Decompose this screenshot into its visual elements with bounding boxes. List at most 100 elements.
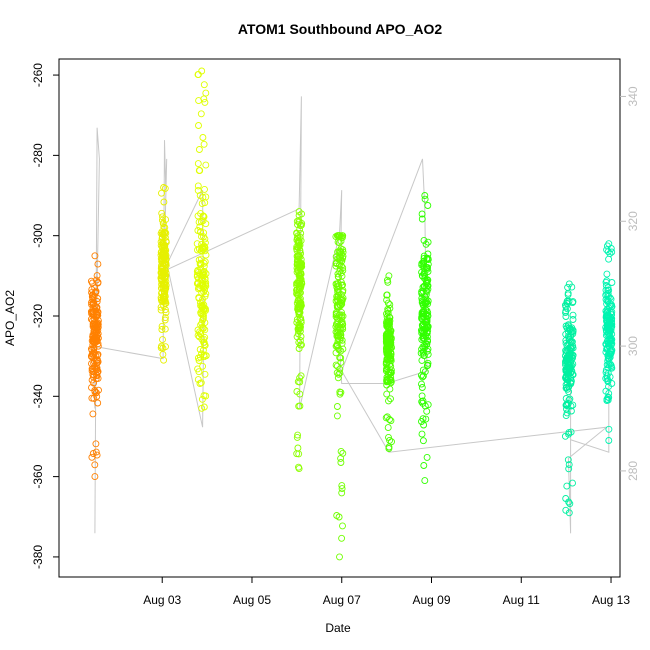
data-point bbox=[199, 217, 207, 225]
point-cluster bbox=[193, 67, 210, 412]
data-point bbox=[418, 392, 426, 400]
data-point bbox=[295, 211, 303, 219]
data-point bbox=[199, 134, 207, 141]
data-point bbox=[195, 293, 203, 301]
data-point bbox=[604, 286, 612, 294]
data-point bbox=[604, 307, 612, 315]
data-point bbox=[605, 437, 613, 444]
data-point bbox=[565, 280, 573, 288]
data-point bbox=[418, 299, 426, 307]
point-cluster bbox=[332, 232, 347, 561]
data-point bbox=[200, 288, 208, 296]
x-tick-label: Aug 13 bbox=[592, 593, 630, 607]
data-point bbox=[200, 335, 208, 343]
data-point bbox=[421, 195, 429, 203]
data-point bbox=[567, 379, 575, 386]
data-point bbox=[338, 300, 346, 308]
data-point bbox=[200, 81, 208, 89]
data-point bbox=[297, 333, 305, 340]
data-point bbox=[339, 522, 346, 530]
data-point bbox=[418, 294, 426, 302]
data-point bbox=[95, 386, 102, 394]
data-point bbox=[336, 336, 344, 344]
data-point bbox=[296, 299, 304, 307]
data-point bbox=[334, 342, 342, 350]
data-point bbox=[337, 459, 345, 466]
data-point bbox=[198, 247, 206, 255]
data-point bbox=[294, 378, 302, 386]
data-point bbox=[566, 395, 574, 403]
data-point bbox=[89, 338, 97, 346]
plot-frame bbox=[58, 58, 621, 578]
data-point bbox=[339, 246, 347, 254]
data-point bbox=[92, 307, 100, 315]
data-point bbox=[337, 454, 345, 462]
data-point bbox=[606, 350, 614, 358]
data-point bbox=[294, 267, 302, 275]
data-point bbox=[603, 277, 611, 285]
data-point bbox=[93, 272, 101, 280]
data-point bbox=[157, 269, 165, 277]
data-point bbox=[157, 242, 165, 249]
data-point bbox=[423, 453, 431, 461]
data-point bbox=[338, 250, 345, 258]
data-point bbox=[424, 401, 432, 409]
data-point bbox=[563, 405, 570, 413]
data-point bbox=[418, 215, 426, 223]
data-point bbox=[603, 290, 611, 298]
data-point bbox=[160, 292, 168, 300]
data-point bbox=[424, 250, 432, 258]
data-point bbox=[198, 404, 206, 412]
data-point bbox=[420, 254, 428, 262]
data-point bbox=[158, 322, 166, 330]
data-point bbox=[200, 338, 208, 346]
data-point bbox=[157, 249, 165, 257]
data-point bbox=[161, 316, 169, 324]
data-point bbox=[90, 351, 98, 359]
point-cluster bbox=[561, 280, 577, 517]
data-point bbox=[159, 344, 167, 352]
data-point bbox=[202, 352, 210, 360]
data-point bbox=[386, 436, 394, 444]
data-point bbox=[89, 300, 97, 308]
data-point bbox=[196, 346, 204, 353]
data-point bbox=[383, 413, 391, 421]
data-point bbox=[94, 342, 102, 350]
data-point bbox=[91, 473, 99, 481]
data-point bbox=[605, 342, 613, 350]
data-point bbox=[294, 444, 302, 452]
data-point bbox=[339, 325, 347, 333]
data-point bbox=[297, 275, 305, 283]
data-point bbox=[333, 280, 341, 288]
data-point bbox=[89, 321, 97, 329]
data-point bbox=[383, 296, 391, 304]
data-point bbox=[160, 198, 168, 206]
data-point bbox=[92, 448, 100, 456]
data-point bbox=[602, 368, 610, 376]
data-point bbox=[295, 465, 303, 473]
data-point bbox=[332, 309, 340, 317]
data-point bbox=[383, 291, 391, 299]
data-point bbox=[200, 95, 208, 103]
data-point bbox=[162, 216, 170, 224]
data-point bbox=[294, 256, 302, 264]
x-tick-label: Aug 05 bbox=[233, 593, 271, 607]
x-tick-label: Aug 07 bbox=[323, 593, 361, 607]
data-point bbox=[338, 534, 346, 542]
data-point bbox=[88, 289, 96, 297]
data-point bbox=[200, 353, 208, 361]
data-point bbox=[602, 387, 610, 395]
data-point bbox=[418, 380, 425, 388]
data-point bbox=[198, 67, 206, 75]
data-point bbox=[198, 323, 206, 331]
data-point bbox=[423, 322, 431, 330]
data-point bbox=[87, 277, 95, 285]
data-point bbox=[161, 224, 169, 232]
data-point bbox=[160, 268, 168, 276]
data-point bbox=[565, 383, 573, 390]
y-axis-label: APO_AO2 bbox=[3, 290, 17, 346]
data-point bbox=[568, 328, 576, 336]
data-point bbox=[338, 313, 345, 321]
data-point bbox=[333, 301, 341, 309]
data-point bbox=[196, 223, 204, 231]
